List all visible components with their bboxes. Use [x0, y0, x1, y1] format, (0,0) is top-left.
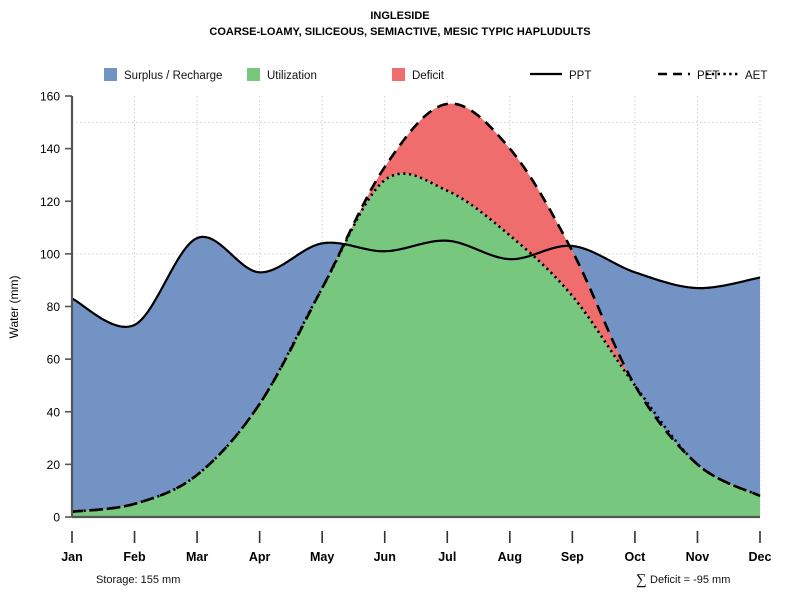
legend-item-surplus-recharge: Surplus / Recharge	[104, 68, 222, 82]
x-axis-tick-label-apr: Apr	[249, 550, 271, 564]
y-axis-tick-label: 100	[40, 247, 60, 261]
y-axis-tick-label: 0	[53, 511, 60, 525]
x-axis-tick-label-aug: Aug	[498, 550, 522, 564]
legend-label: Surplus / Recharge	[124, 70, 222, 82]
x-axis-tick-label-jul: Jul	[438, 550, 456, 564]
x-axis-tick-label-feb: Feb	[123, 550, 146, 564]
y-axis-tick-label: 80	[47, 300, 61, 314]
line-aet	[71, 172, 761, 514]
legend-item-utilization: Utilization	[247, 68, 317, 82]
legend-label: Utilization	[267, 70, 317, 82]
deficit-sigma-symbol: ∑	[636, 572, 647, 588]
fill-utilization	[72, 173, 760, 517]
line-pet	[71, 102, 761, 514]
x-axis-tick-label-jan: Jan	[61, 550, 83, 564]
y-axis-tick-label: 40	[47, 405, 61, 419]
legend-swatch	[247, 68, 260, 81]
deficit-annotation: Deficit = -95 mm	[650, 574, 730, 586]
y-axis-tick-label: 60	[47, 353, 61, 367]
x-axis-tick-label-may: May	[310, 550, 334, 564]
y-axis-tick-label: 160	[40, 90, 60, 104]
x-axis-tick-label-dec: Dec	[749, 550, 772, 564]
storage-annotation: Storage: 155 mm	[96, 574, 180, 586]
chart-legend: Surplus / Recharge Utilization Deficit PPT P…	[104, 68, 767, 82]
chart-title-line1: INGLESIDE	[370, 10, 429, 22]
x-axis-tick-label-sep: Sep	[561, 550, 584, 564]
legend-item-deficit: Deficit	[392, 68, 445, 82]
legend-label: PPT	[569, 70, 591, 82]
x-axis-tick-label-nov: Nov	[686, 550, 710, 564]
legend-swatch	[392, 68, 405, 81]
legend-swatch	[104, 68, 117, 81]
line-ppt	[71, 235, 761, 328]
x-axis-tick-label-jun: Jun	[374, 550, 396, 564]
chart-title-line2: COARSE-LOAMY, SILICEOUS, SEMIACTIVE, MES…	[209, 26, 590, 38]
y-axis-tick-label: 120	[40, 195, 60, 209]
data-lines	[71, 102, 761, 514]
legend-label: PET	[697, 70, 719, 82]
legend-item-ppt: PPT	[530, 70, 591, 82]
y-axis-tick-label: 20	[47, 458, 61, 472]
x-axis-tick-label-oct: Oct	[624, 550, 646, 564]
fill-surplus-recharge	[570, 245, 760, 496]
x-axis-tick-label-mar: Mar	[186, 550, 208, 564]
fill-surplus-recharge	[72, 236, 344, 512]
plot-area	[71, 96, 761, 518]
legend-label: Deficit	[412, 70, 445, 82]
y-axis: 0 20 40 60 80 100 120 140 160	[40, 90, 74, 525]
legend-label: AET	[745, 70, 767, 82]
y-axis-title: Water (mm)	[7, 276, 21, 339]
legend-item-aet: AET	[706, 70, 767, 82]
x-axis: Jan Feb Mar Apr May Jun Jul Aug Sep Oct Nov Dec	[61, 515, 772, 564]
y-axis-tick-label: 140	[40, 142, 60, 156]
